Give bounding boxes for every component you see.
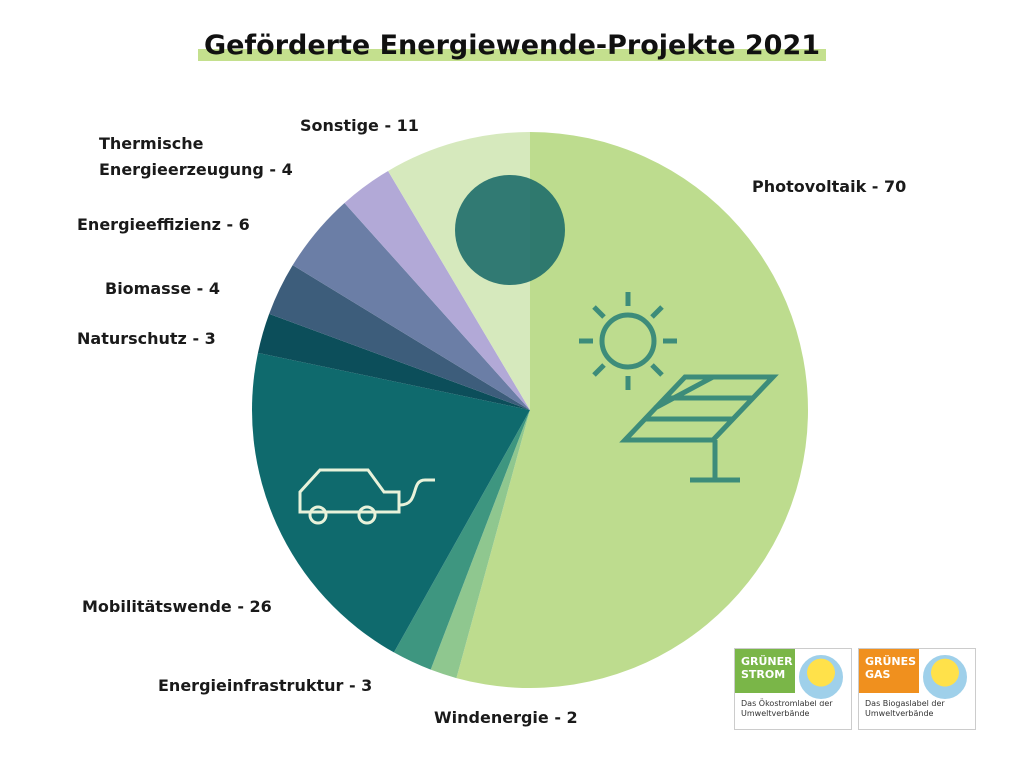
slice-label: Thermische Energieerzeugung - 4 [99,134,293,179]
globe-icon [455,175,565,285]
logo-caption: Das Ökostromlabel der Umweltverbände [741,699,833,718]
logo-title: GRÜNES GAS [859,649,919,693]
chart-title: Geförderte Energiewende-Projekte 2021 [197,30,827,61]
pie-slice [257,313,530,410]
slice-label: Energieinfrastruktur - 3 [158,676,373,695]
pie-slice [393,410,530,670]
decor-icons [579,292,779,483]
logo-title: GRÜNER STROM [735,649,795,693]
slice-label: Photovoltaik - 70 [752,177,907,196]
pie-slice [344,170,530,410]
slice-label: Sonstige - 11 [300,116,419,135]
slice-label: Energieeffizienz - 6 [77,215,250,234]
car-icon [298,468,435,525]
logo-caption: Das Biogaslabel der Umweltverbände [865,699,945,718]
slice-label: Windenergie - 2 [434,708,578,727]
slice-label: Biomasse - 4 [105,279,220,298]
pie-slice [292,202,530,410]
slice-label: Mobilitätswende - 26 [82,597,272,616]
logo: GRÜNES GAS Das Biogaslabel der Umweltver… [858,648,976,730]
logo-sun [797,653,845,701]
pie-slice [251,352,530,653]
pie-slice [430,410,530,679]
logo-sun [921,653,969,701]
logo: GRÜNER STROM Das Ökostromlabel der Umwel… [734,648,852,730]
pie-slice [269,265,530,410]
title-wrap: Geförderte Energiewende-Projekte 2021 [0,30,1024,61]
slice-label: Naturschutz - 3 [77,329,216,348]
